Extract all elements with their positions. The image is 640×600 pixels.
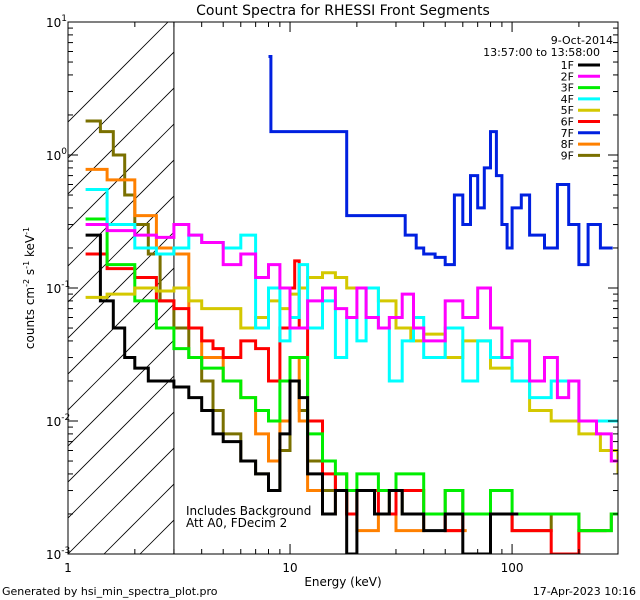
x-tick-label: 10 (282, 561, 297, 575)
x-axis-label: Energy (keV) (304, 575, 381, 589)
hatch-line (68, 375, 174, 483)
hatch-line (68, 267, 174, 375)
series-layer (85, 55, 618, 554)
legend-label-2F: 2F (561, 70, 574, 83)
hatch-line (392, 14, 640, 554)
hatch-line (68, 411, 174, 519)
excluded-energy-region (68, 14, 640, 554)
hatch-line (68, 195, 174, 303)
date-label: 9-Oct-2014 (551, 34, 613, 47)
hatch-line (68, 231, 174, 339)
y-tick-label: 100 (46, 147, 67, 163)
footer-timestamp: 17-Apr-2023 10:16 (533, 585, 636, 598)
time-range-label: 13:57:00 to 13:58:00 (483, 46, 600, 59)
hatch-line (68, 447, 174, 554)
annotation-attenuator: Att A0, FDecim 2 (186, 516, 287, 530)
series-4F-line (85, 188, 618, 423)
x-tick-label: 100 (501, 561, 524, 575)
chart-title: Count Spectra for RHESSI Front Segments (196, 3, 490, 19)
series-2F-line (85, 223, 618, 463)
series-3F-line (85, 217, 618, 533)
legend-label-8F: 8F (561, 138, 574, 151)
y-tick-label: 10-2 (46, 413, 70, 429)
series-9F-line (85, 119, 618, 533)
series-6F-line (85, 252, 607, 554)
hatch-line (68, 51, 174, 159)
legend-label-4F: 4F (561, 93, 574, 106)
series-5F-line (85, 271, 618, 474)
y-tick-label: 10-3 (46, 546, 70, 562)
series-7F-line (268, 55, 613, 267)
annotation-background: Includes Background (186, 504, 311, 518)
y-tick-label: 10-1 (46, 280, 70, 296)
legend-label-1F: 1F (561, 59, 574, 72)
hatch-line (212, 14, 640, 554)
legend-label-6F: 6F (561, 116, 574, 129)
y-axis-label: counts cm-2 s-1 keV-1 (22, 227, 37, 349)
legend-label-3F: 3F (561, 82, 574, 95)
hatch-line (68, 22, 169, 123)
x-tick-label: 1 (64, 561, 72, 575)
hatch-line (68, 87, 174, 195)
legend-label-5F: 5F (561, 104, 574, 117)
y-tick-label: 101 (46, 14, 67, 30)
series-1F-line (85, 233, 519, 554)
footer-generated-by: Generated by hsi_min_spectra_plot.pro (2, 585, 218, 598)
hatch-line (68, 123, 174, 231)
legend-label-7F: 7F (561, 127, 574, 140)
legend-label-9F: 9F (561, 149, 574, 162)
